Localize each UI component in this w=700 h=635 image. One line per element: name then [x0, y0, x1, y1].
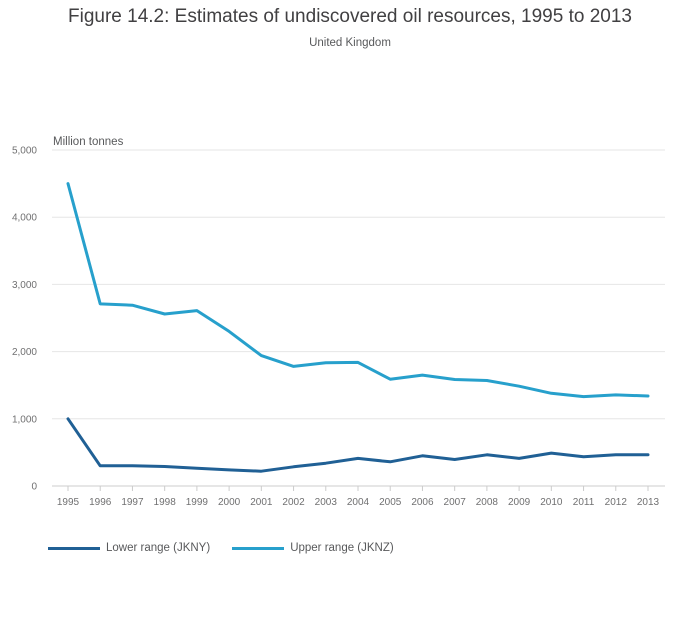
x-tick-label: 2003 [315, 497, 338, 508]
x-tick-label: 2005 [379, 497, 402, 508]
chart-title: Figure 14.2: Estimates of undiscovered o… [68, 6, 632, 27]
legend: Lower range (JKNY) Upper range (JKNZ) [48, 542, 416, 554]
x-tick-label: 1995 [57, 497, 80, 508]
x-tick-label: 1997 [121, 497, 144, 508]
x-tick-label: 1998 [154, 497, 177, 508]
x-tick-label: 2004 [347, 497, 370, 508]
x-tick-label: 2007 [444, 497, 467, 508]
x-tick-label: 1996 [89, 497, 112, 508]
y-tick-label: 0 [31, 482, 37, 493]
x-tick-label: 2013 [637, 497, 660, 508]
x-tick-label: 2002 [282, 497, 305, 508]
y-tick-label: 1,000 [12, 414, 37, 425]
x-tick-label: 2010 [540, 497, 563, 508]
y-axis-label: Million tonnes [53, 136, 124, 148]
legend-label-upper: Upper range (JKNZ) [290, 542, 394, 554]
x-tick-label: 2012 [605, 497, 628, 508]
series-line-upper [66, 182, 650, 399]
y-axis: 0 1,000 2,000 3,000 4,000 5,000 [12, 146, 37, 493]
legend-label-lower: Lower range (JKNY) [106, 542, 211, 554]
legend-item-lower[interactable]: Lower range (JKNY) [48, 542, 210, 554]
legend-item-upper[interactable]: Upper range (JKNZ) [232, 542, 394, 554]
y-tick-label: 5,000 [12, 146, 37, 157]
series-line-lower [66, 417, 650, 473]
x-tick-label: 1999 [186, 497, 209, 508]
x-tick-label: 2006 [411, 497, 434, 508]
x-tick-label: 2011 [573, 497, 595, 508]
legend-swatch-upper [232, 546, 285, 550]
legend-swatch-lower [48, 546, 100, 550]
x-tick-label: 2001 [250, 497, 273, 508]
x-tick-label: 2000 [218, 497, 241, 508]
x-tick-label: 2008 [476, 497, 499, 508]
series-lines [66, 182, 650, 473]
x-axis: 1995 1996 1997 1998 1999 2000 2001 2002 2003 2004… [57, 486, 660, 508]
y-tick-label: 4,000 [12, 213, 37, 224]
y-tick-label: 2,000 [12, 347, 37, 358]
gridlines [52, 149, 665, 487]
chart-subtitle: United Kingdom [309, 37, 391, 49]
y-tick-label: 3,000 [12, 280, 37, 291]
x-tick-label: 2009 [508, 497, 531, 508]
